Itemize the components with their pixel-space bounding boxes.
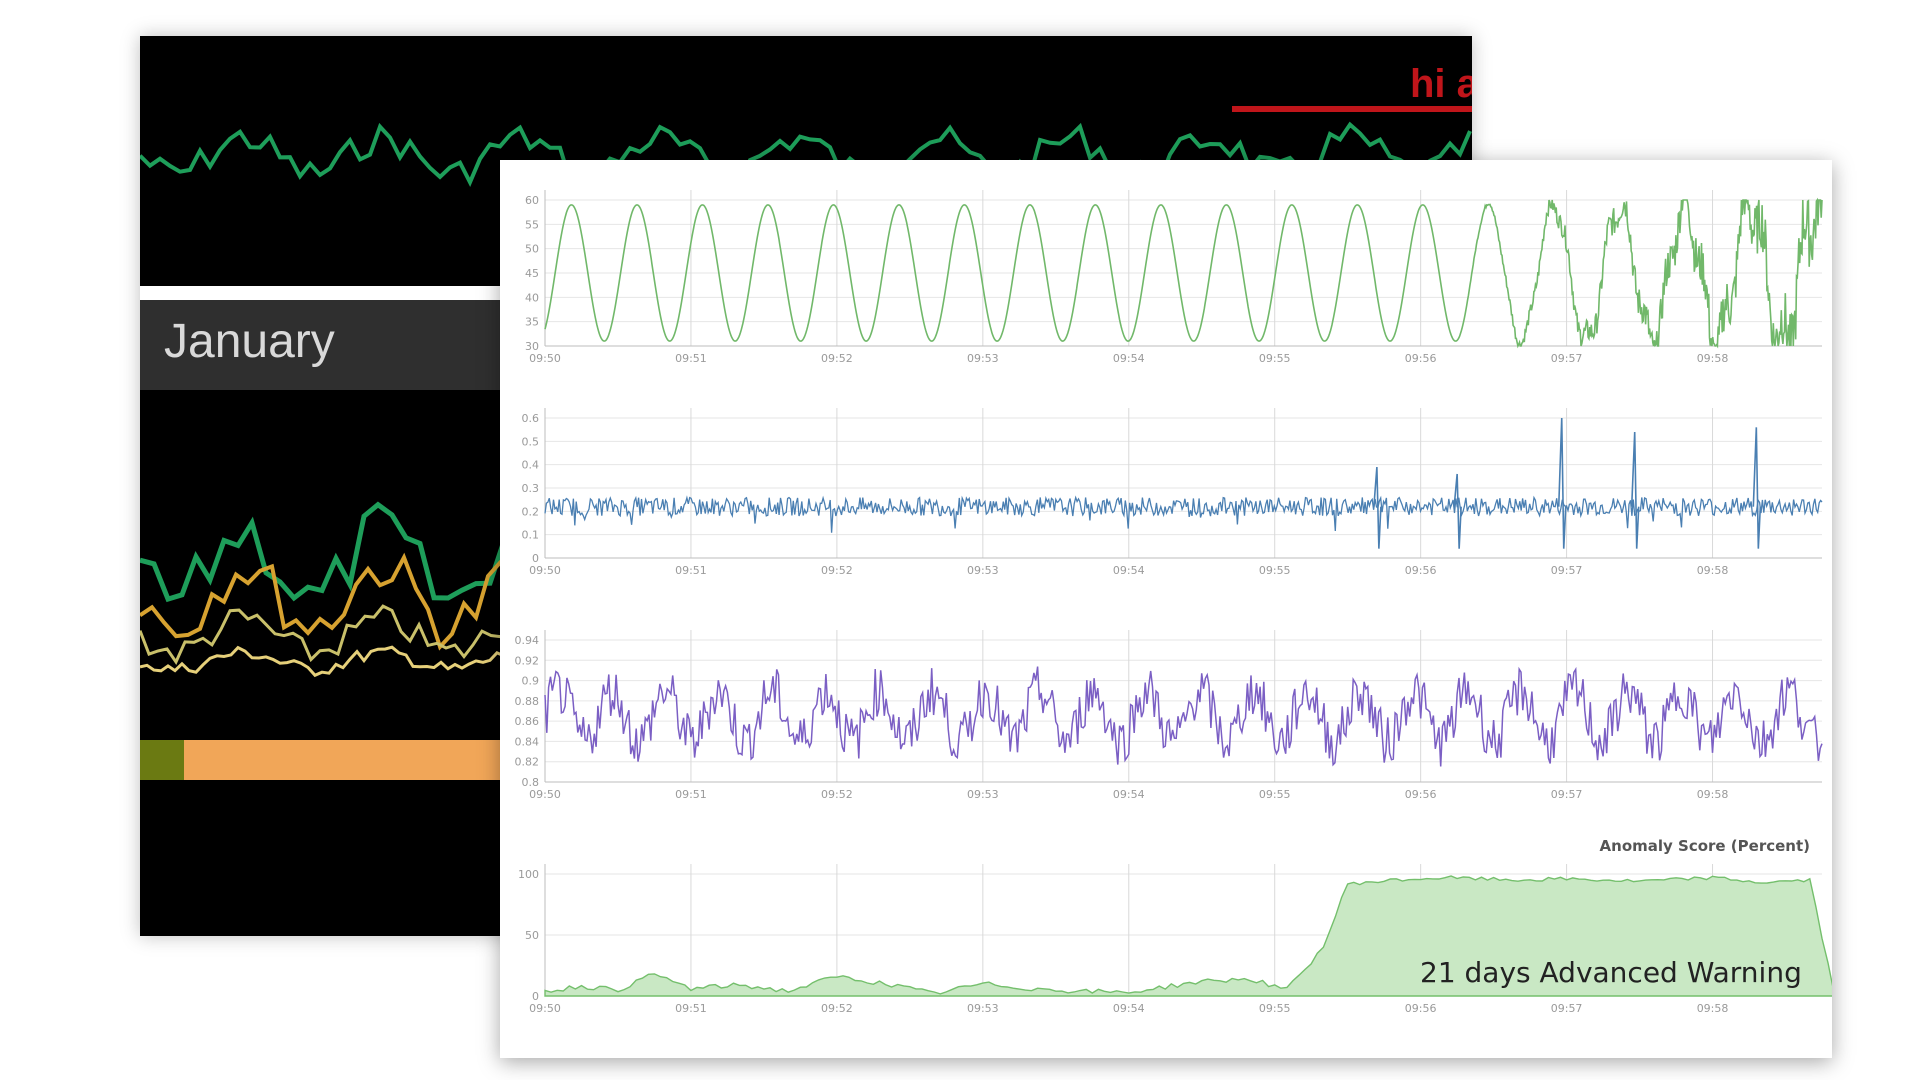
x-tick-label: 09:58 bbox=[1697, 564, 1729, 577]
y-tick-label: 0.9 bbox=[522, 675, 540, 688]
red-threshold-line bbox=[1232, 106, 1472, 112]
x-tick-label: 09:55 bbox=[1259, 564, 1291, 577]
raw-signal-line bbox=[544, 197, 1823, 349]
y-tick-label: 0.5 bbox=[522, 435, 540, 448]
x-tick-label: 09:52 bbox=[821, 564, 853, 577]
x-tick-label: 09:53 bbox=[967, 788, 999, 801]
x-tick-label: 09:53 bbox=[967, 564, 999, 577]
feature-1-spike bbox=[1373, 466, 1382, 549]
x-tick-label: 09:51 bbox=[675, 352, 707, 365]
y-tick-label: 50 bbox=[525, 243, 539, 256]
y-tick-label: 40 bbox=[525, 291, 539, 304]
x-tick-label: 09:58 bbox=[1697, 1002, 1729, 1015]
y-tick-label: 0.6 bbox=[522, 412, 540, 425]
feature-1-spike bbox=[1630, 431, 1640, 549]
feature-1-chart: 0.6 0.5 0.4 0.3 0.2 0.1 009:50 09:51 09:52 09:53 0… bbox=[522, 408, 1823, 577]
x-tick-label: 09:50 bbox=[529, 788, 561, 801]
x-tick-label: 09:55 bbox=[1259, 1002, 1291, 1015]
x-tick-label: 09:50 bbox=[529, 352, 561, 365]
x-tick-label: 09:54 bbox=[1113, 1002, 1145, 1015]
x-tick-label: 09:51 bbox=[675, 564, 707, 577]
x-tick-label: 09:55 bbox=[1259, 352, 1291, 365]
x-tick-label: 09:52 bbox=[821, 352, 853, 365]
y-tick-label: 35 bbox=[525, 316, 539, 329]
y-tick-label: 0.3 bbox=[522, 482, 540, 495]
feature-1-spike bbox=[1453, 473, 1462, 549]
x-tick-label: 09:53 bbox=[967, 1002, 999, 1015]
advanced-warning-label: 21 days Advanced Warning bbox=[1420, 956, 1802, 989]
x-tick-label: 09:54 bbox=[1113, 564, 1145, 577]
x-tick-label: 09:53 bbox=[967, 352, 999, 365]
x-tick-label: 09:56 bbox=[1405, 564, 1437, 577]
y-tick-label: 0.1 bbox=[522, 529, 540, 542]
y-tick-label: 0.4 bbox=[522, 459, 540, 472]
y-tick-label: 0.94 bbox=[515, 634, 540, 647]
y-tick-label: 45 bbox=[525, 267, 539, 280]
x-tick-label: 09:58 bbox=[1697, 788, 1729, 801]
y-tick-label: 0 bbox=[532, 990, 539, 1003]
anomaly-score-title: Anomaly Score (Percent) bbox=[1599, 837, 1810, 855]
status-bar-green-segment bbox=[140, 740, 184, 780]
y-tick-label: 0.88 bbox=[515, 695, 540, 708]
x-tick-label: 09:56 bbox=[1405, 352, 1437, 365]
x-tick-label: 09:52 bbox=[821, 788, 853, 801]
x-tick-label: 09:54 bbox=[1113, 352, 1145, 365]
y-tick-label: 0.84 bbox=[515, 735, 540, 748]
y-tick-label: 30 bbox=[525, 340, 539, 353]
anomaly-score-area bbox=[544, 875, 1832, 997]
y-tick-label: 0.92 bbox=[515, 654, 540, 667]
month-label: January bbox=[164, 315, 335, 368]
y-tick-label: 50 bbox=[525, 929, 539, 942]
y-tick-label: 55 bbox=[525, 218, 539, 231]
x-tick-label: 09:50 bbox=[529, 1002, 561, 1015]
x-tick-label: 09:51 bbox=[675, 788, 707, 801]
x-tick-label: 09:56 bbox=[1405, 1002, 1437, 1015]
y-tick-label: 0.86 bbox=[515, 715, 540, 728]
y-tick-label: 100 bbox=[518, 868, 539, 881]
y-tick-label: 0.8 bbox=[522, 776, 540, 789]
y-tick-label: 0.82 bbox=[515, 756, 540, 769]
x-tick-label: 09:55 bbox=[1259, 788, 1291, 801]
feature-1-spike bbox=[1752, 427, 1762, 549]
x-tick-label: 09:57 bbox=[1551, 352, 1583, 365]
feature-2-chart: 0.94 0.92 0.9 0.88 0.86 0.84 0.82 0.809:50 09:51… bbox=[515, 630, 1823, 801]
feature-2-line bbox=[544, 666, 1823, 767]
x-tick-label: 09:58 bbox=[1697, 352, 1729, 365]
y-tick-label: 0.2 bbox=[522, 505, 540, 518]
x-tick-label: 09:56 bbox=[1405, 788, 1437, 801]
x-tick-label: 09:51 bbox=[675, 1002, 707, 1015]
x-tick-label: 09:57 bbox=[1551, 1002, 1583, 1015]
y-tick-label: 0 bbox=[532, 552, 539, 565]
x-tick-label: 09:57 bbox=[1551, 788, 1583, 801]
anomaly-chart-panel: 60 55 50 45 40 35 30 09:50 09:51 09:52 09:53 09:54 0… bbox=[500, 160, 1832, 1058]
x-tick-label: 09:52 bbox=[821, 1002, 853, 1015]
feature-1-spike bbox=[1557, 417, 1567, 549]
feature-1-line bbox=[544, 495, 1823, 533]
red-threshold-label: hi a bbox=[1410, 62, 1472, 106]
anomaly-score-chart: 100 50 009:50 09:51 09:52 09:53 09:54 09:55 09:5… bbox=[518, 864, 1832, 1015]
x-tick-label: 09:54 bbox=[1113, 788, 1145, 801]
x-tick-label: 09:57 bbox=[1551, 564, 1583, 577]
y-tick-label: 60 bbox=[525, 194, 539, 207]
x-tick-label: 09:50 bbox=[529, 564, 561, 577]
